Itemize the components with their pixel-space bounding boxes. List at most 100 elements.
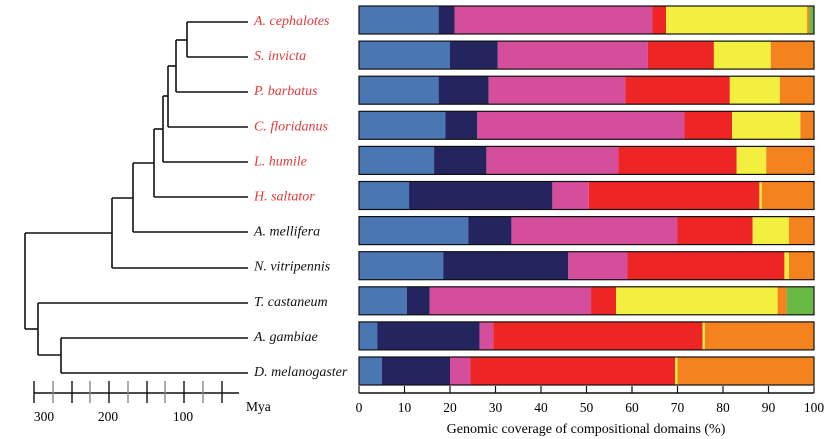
bar-outline <box>358 110 815 140</box>
bar-segment <box>552 181 589 210</box>
bar-segment <box>429 286 592 315</box>
timescale-tick-200: 200 <box>98 409 119 424</box>
bar-segment <box>493 321 703 350</box>
bar-segment <box>779 76 814 105</box>
bar-segment <box>406 286 430 315</box>
bar-segment <box>752 216 789 245</box>
timescale-tick-100: 100 <box>173 409 194 424</box>
species-label: S. invicta <box>254 49 306 64</box>
species-label: H. saltator <box>253 190 315 205</box>
bar-segment <box>359 216 469 245</box>
bar-segment <box>381 357 450 385</box>
bar-segment <box>652 6 667 34</box>
time-scale-bar: 300 200 100 Mya <box>33 381 271 424</box>
bar-segment <box>359 6 439 34</box>
x-tick-label: 60 <box>625 400 639 415</box>
bar-segment <box>359 181 410 210</box>
bar-segment <box>438 6 455 34</box>
bar-outline <box>358 5 815 35</box>
bar-segment <box>359 76 439 105</box>
bar-segment <box>666 6 808 34</box>
phylogenetic-tree <box>24 21 248 374</box>
bar-outline <box>358 286 815 316</box>
bar-segment <box>443 251 569 280</box>
bar-segment <box>704 321 814 350</box>
x-tick-label: 70 <box>671 400 685 415</box>
bar-segment <box>713 41 771 70</box>
bar-outline <box>358 145 815 175</box>
bar-outline <box>358 40 815 70</box>
bar-segment <box>800 111 814 140</box>
bar-segment <box>736 146 767 175</box>
bar-segment <box>359 146 435 175</box>
species-label: L. humile <box>253 154 307 169</box>
bar-segment <box>450 357 471 385</box>
bar-segment <box>359 321 378 350</box>
bar-segment <box>377 321 480 350</box>
bar-segment <box>677 357 814 385</box>
bar-segment <box>470 357 676 385</box>
bar-outline <box>358 321 815 351</box>
bar-segment <box>486 146 619 175</box>
x-tick-label: 20 <box>443 400 457 415</box>
bar-segment <box>777 286 787 315</box>
bar-segment <box>477 111 685 140</box>
bar-segment <box>359 111 446 140</box>
species-labels: A. cephalotes S. invicta P. barbatus C. flo… <box>253 14 348 380</box>
bar-segment <box>434 146 487 175</box>
x-axis-title: Genomic coverage of compositional domain… <box>447 422 726 437</box>
species-label: N. vitripennis <box>253 260 331 275</box>
x-tick-label: 10 <box>398 400 412 415</box>
bar-segment <box>488 76 626 105</box>
x-tick-label: 0 <box>356 400 363 415</box>
bar-segment <box>568 251 628 280</box>
bar-segment <box>359 357 382 385</box>
bar-segment <box>647 41 714 70</box>
bar-segment <box>445 111 478 140</box>
bar-segment <box>675 357 678 385</box>
bar-segment <box>359 286 407 315</box>
bar-segment <box>786 286 814 315</box>
bar-segment <box>788 251 814 280</box>
bar-segment <box>438 76 489 105</box>
bar-segment <box>761 181 814 210</box>
bar-outline <box>358 75 815 105</box>
species-label: T. castaneum <box>254 295 328 310</box>
bar-segment <box>809 6 814 34</box>
x-tick-label: 40 <box>534 400 548 415</box>
bar-segment <box>468 216 512 245</box>
bar-segment <box>450 41 498 70</box>
bar-segment <box>732 111 801 140</box>
bar-segment <box>759 181 762 210</box>
bar-segment <box>497 41 648 70</box>
bar-outline <box>358 356 815 386</box>
bar-segment <box>684 111 733 140</box>
bar-segment <box>807 6 810 34</box>
timescale-unit: Mya <box>246 399 271 414</box>
species-label: P. barbatus <box>253 84 318 99</box>
x-tick-label: 30 <box>489 400 503 415</box>
species-label: A. cephalotes <box>253 14 330 29</box>
bar-segment <box>702 321 705 350</box>
bar-segment <box>766 146 814 175</box>
bar-segment <box>627 251 785 280</box>
bar-segment <box>784 251 789 280</box>
bar-segment <box>409 181 553 210</box>
bar-segment <box>359 41 450 70</box>
bar-segment <box>511 216 678 245</box>
species-label: A. gambiae <box>253 330 318 345</box>
bar-segment <box>770 41 814 70</box>
bar-outline <box>358 251 815 281</box>
x-axis: 0 10 20 30 40 50 60 70 80 90 100 <box>356 386 824 415</box>
bar-segment <box>479 321 494 350</box>
x-tick-label: 80 <box>716 400 730 415</box>
timescale-tick-300: 300 <box>34 409 55 424</box>
bar-segment <box>729 76 780 105</box>
bar-segment <box>616 286 778 315</box>
bar-segment <box>677 216 753 245</box>
species-label: C. floridanus <box>254 119 328 134</box>
bar-segment <box>788 216 814 245</box>
bar-segment <box>359 251 444 280</box>
x-tick-label: 50 <box>580 400 594 415</box>
bar-segment <box>588 181 760 210</box>
